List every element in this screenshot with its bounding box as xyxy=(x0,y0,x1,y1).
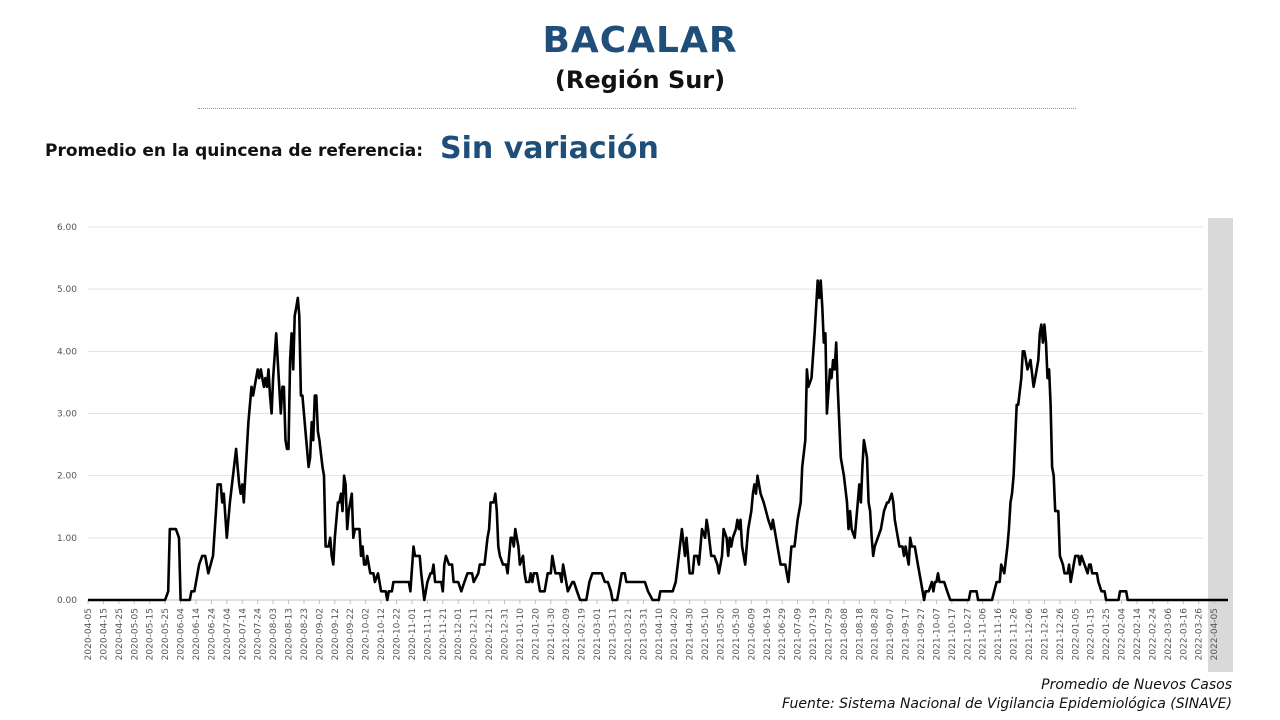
reference-value: Sin variación xyxy=(440,131,659,166)
y-tick-label: 0.00 xyxy=(57,596,77,606)
x-tick-label: 2022-01-15 xyxy=(1087,608,1097,660)
x-tick-label: 2021-08-18 xyxy=(855,608,865,661)
x-tick-label: 2020-10-12 xyxy=(377,608,387,660)
x-tick-label: 2021-10-17 xyxy=(948,608,958,660)
x-tick-label: 2020-08-23 xyxy=(300,608,310,660)
x-tick-label: 2021-10-07 xyxy=(932,608,942,660)
x-tick-label: 2020-10-22 xyxy=(393,608,403,660)
y-tick-label: 2.00 xyxy=(57,472,77,482)
x-tick-label: 2022-01-25 xyxy=(1102,608,1112,660)
x-tick-label: 2021-04-20 xyxy=(670,608,680,661)
x-tick-label: 2021-03-11 xyxy=(608,608,618,660)
x-tick-label: 2021-01-20 xyxy=(531,608,541,661)
y-tick-label: 3.00 xyxy=(57,410,77,420)
x-tick-label: 2020-06-14 xyxy=(192,608,202,661)
x-tick-label: 2022-02-14 xyxy=(1133,608,1143,661)
x-tick-label: 2020-12-11 xyxy=(470,608,480,660)
x-tick-label: 2020-04-25 xyxy=(115,608,125,660)
reference-label: Promedio en la quincena de referencia: xyxy=(45,141,424,161)
x-tick-label: 2020-07-14 xyxy=(238,608,248,661)
x-tick-label: 2021-09-07 xyxy=(886,608,896,660)
y-tick-label: 5.00 xyxy=(57,285,77,295)
title-divider xyxy=(198,108,1076,109)
x-tick-label: 2022-03-06 xyxy=(1164,608,1174,661)
x-tick-label: 2022-01-05 xyxy=(1071,608,1081,660)
x-tick-label: 2021-11-06 xyxy=(979,608,989,661)
x-tick-label: 2021-09-27 xyxy=(917,608,927,660)
x-tick-label: 2020-12-31 xyxy=(501,608,511,660)
x-tick-label: 2020-08-13 xyxy=(285,608,295,660)
x-tick-label: 2021-08-08 xyxy=(840,608,850,661)
x-tick-label: 2021-07-29 xyxy=(824,608,834,661)
x-tick-label: 2022-02-04 xyxy=(1118,608,1128,661)
y-tick-label: 4.00 xyxy=(57,347,77,357)
x-tick-label: 2020-12-21 xyxy=(485,608,495,660)
x-tick-label: 2021-12-16 xyxy=(1040,608,1050,661)
x-tick-label: 2021-01-30 xyxy=(547,608,557,661)
x-tick-label: 2020-04-15 xyxy=(99,608,109,660)
x-tick-label: 2022-04-05 xyxy=(1210,608,1220,660)
x-tick-label: 2021-06-19 xyxy=(763,608,773,661)
x-tick-label: 2020-09-12 xyxy=(331,608,341,660)
x-tick-label: 2020-06-24 xyxy=(207,608,217,661)
x-tick-label: 2020-12-01 xyxy=(454,608,464,660)
y-tick-label: 1.00 xyxy=(57,534,77,544)
x-tick-label: 2021-10-27 xyxy=(963,608,973,660)
x-tick-label: 2020-10-02 xyxy=(362,608,372,660)
x-tick-label: 2021-11-16 xyxy=(994,608,1004,661)
x-tick-label: 2020-06-04 xyxy=(177,608,187,661)
page-title: BACALAR xyxy=(542,20,738,61)
series-caption: Promedio de Nuevos Casos xyxy=(1041,677,1232,693)
gridlines xyxy=(88,226,1203,601)
x-tick-label: 2020-11-01 xyxy=(408,608,418,660)
x-tick-label: 2021-03-01 xyxy=(593,608,603,660)
x-tick-label: 2020-04-05 xyxy=(84,608,94,660)
x-tick-label: 2021-05-30 xyxy=(732,608,742,661)
x-tick-label: 2021-06-09 xyxy=(747,608,757,661)
x-tick-label: 2020-05-15 xyxy=(146,608,156,660)
x-tick-label: 2022-03-16 xyxy=(1179,608,1189,661)
source-caption: Fuente: Sistema Nacional de Vigilancia E… xyxy=(782,696,1232,712)
x-tick-label: 2021-07-19 xyxy=(809,608,819,661)
x-tick-label: 2021-05-10 xyxy=(701,608,711,661)
x-tick-label: 2021-05-20 xyxy=(716,608,726,661)
x-tick-label: 2021-08-28 xyxy=(871,608,881,661)
x-tick-label: 2021-06-29 xyxy=(778,608,788,661)
x-tick-label: 2020-05-05 xyxy=(130,608,140,660)
x-tick-label: 2020-09-22 xyxy=(346,608,356,660)
x-tick-label: 2021-02-09 xyxy=(562,608,572,661)
x-tick-label: 2020-07-24 xyxy=(254,608,264,661)
x-tick-label: 2020-07-04 xyxy=(223,608,233,661)
x-tick-label: 2020-09-02 xyxy=(315,608,325,660)
x-tick-label: 2021-07-09 xyxy=(794,608,804,661)
y-axis-ticks: 0.00 1.00 2.00 3.00 4.00 5.00 6.00 xyxy=(57,223,77,606)
x-tick-label: 2020-11-21 xyxy=(439,608,449,660)
x-tick-label: 2022-02-24 xyxy=(1148,608,1158,661)
x-tick-label: 2021-11-26 xyxy=(1010,608,1020,661)
x-tick-label: 2020-11-11 xyxy=(423,608,433,660)
x-tick-label: 2021-09-17 xyxy=(902,608,912,660)
shaded-recent-period xyxy=(1207,218,1233,672)
x-axis-ticks: 2020-04-05 2020-04-15 2020-04-25 2020-05-05… xyxy=(84,600,1220,660)
x-tick-label: 2020-05-25 xyxy=(161,608,171,660)
x-tick-label: 2020-08-03 xyxy=(269,608,279,660)
page-subtitle: (Región Sur) xyxy=(554,66,726,94)
x-tick-label: 2021-12-26 xyxy=(1056,608,1066,661)
x-tick-label: 2021-04-10 xyxy=(655,608,665,661)
y-tick-label: 6.00 xyxy=(57,223,77,233)
x-tick-label: 2021-12-06 xyxy=(1025,608,1035,661)
x-tick-label: 2022-03-26 xyxy=(1195,608,1205,661)
x-tick-label: 2021-04-30 xyxy=(686,608,696,661)
x-tick-label: 2021-02-19 xyxy=(578,608,588,661)
line-chart: 0.001.002.003.004.005.006.00 2020-04-05 2… xyxy=(57,218,1233,672)
series-line-promedio xyxy=(88,279,1228,602)
x-tick-label: 2021-01-10 xyxy=(516,608,526,661)
x-tick-label: 2021-03-31 xyxy=(639,608,649,660)
x-tick-label: 2021-03-21 xyxy=(624,608,634,660)
